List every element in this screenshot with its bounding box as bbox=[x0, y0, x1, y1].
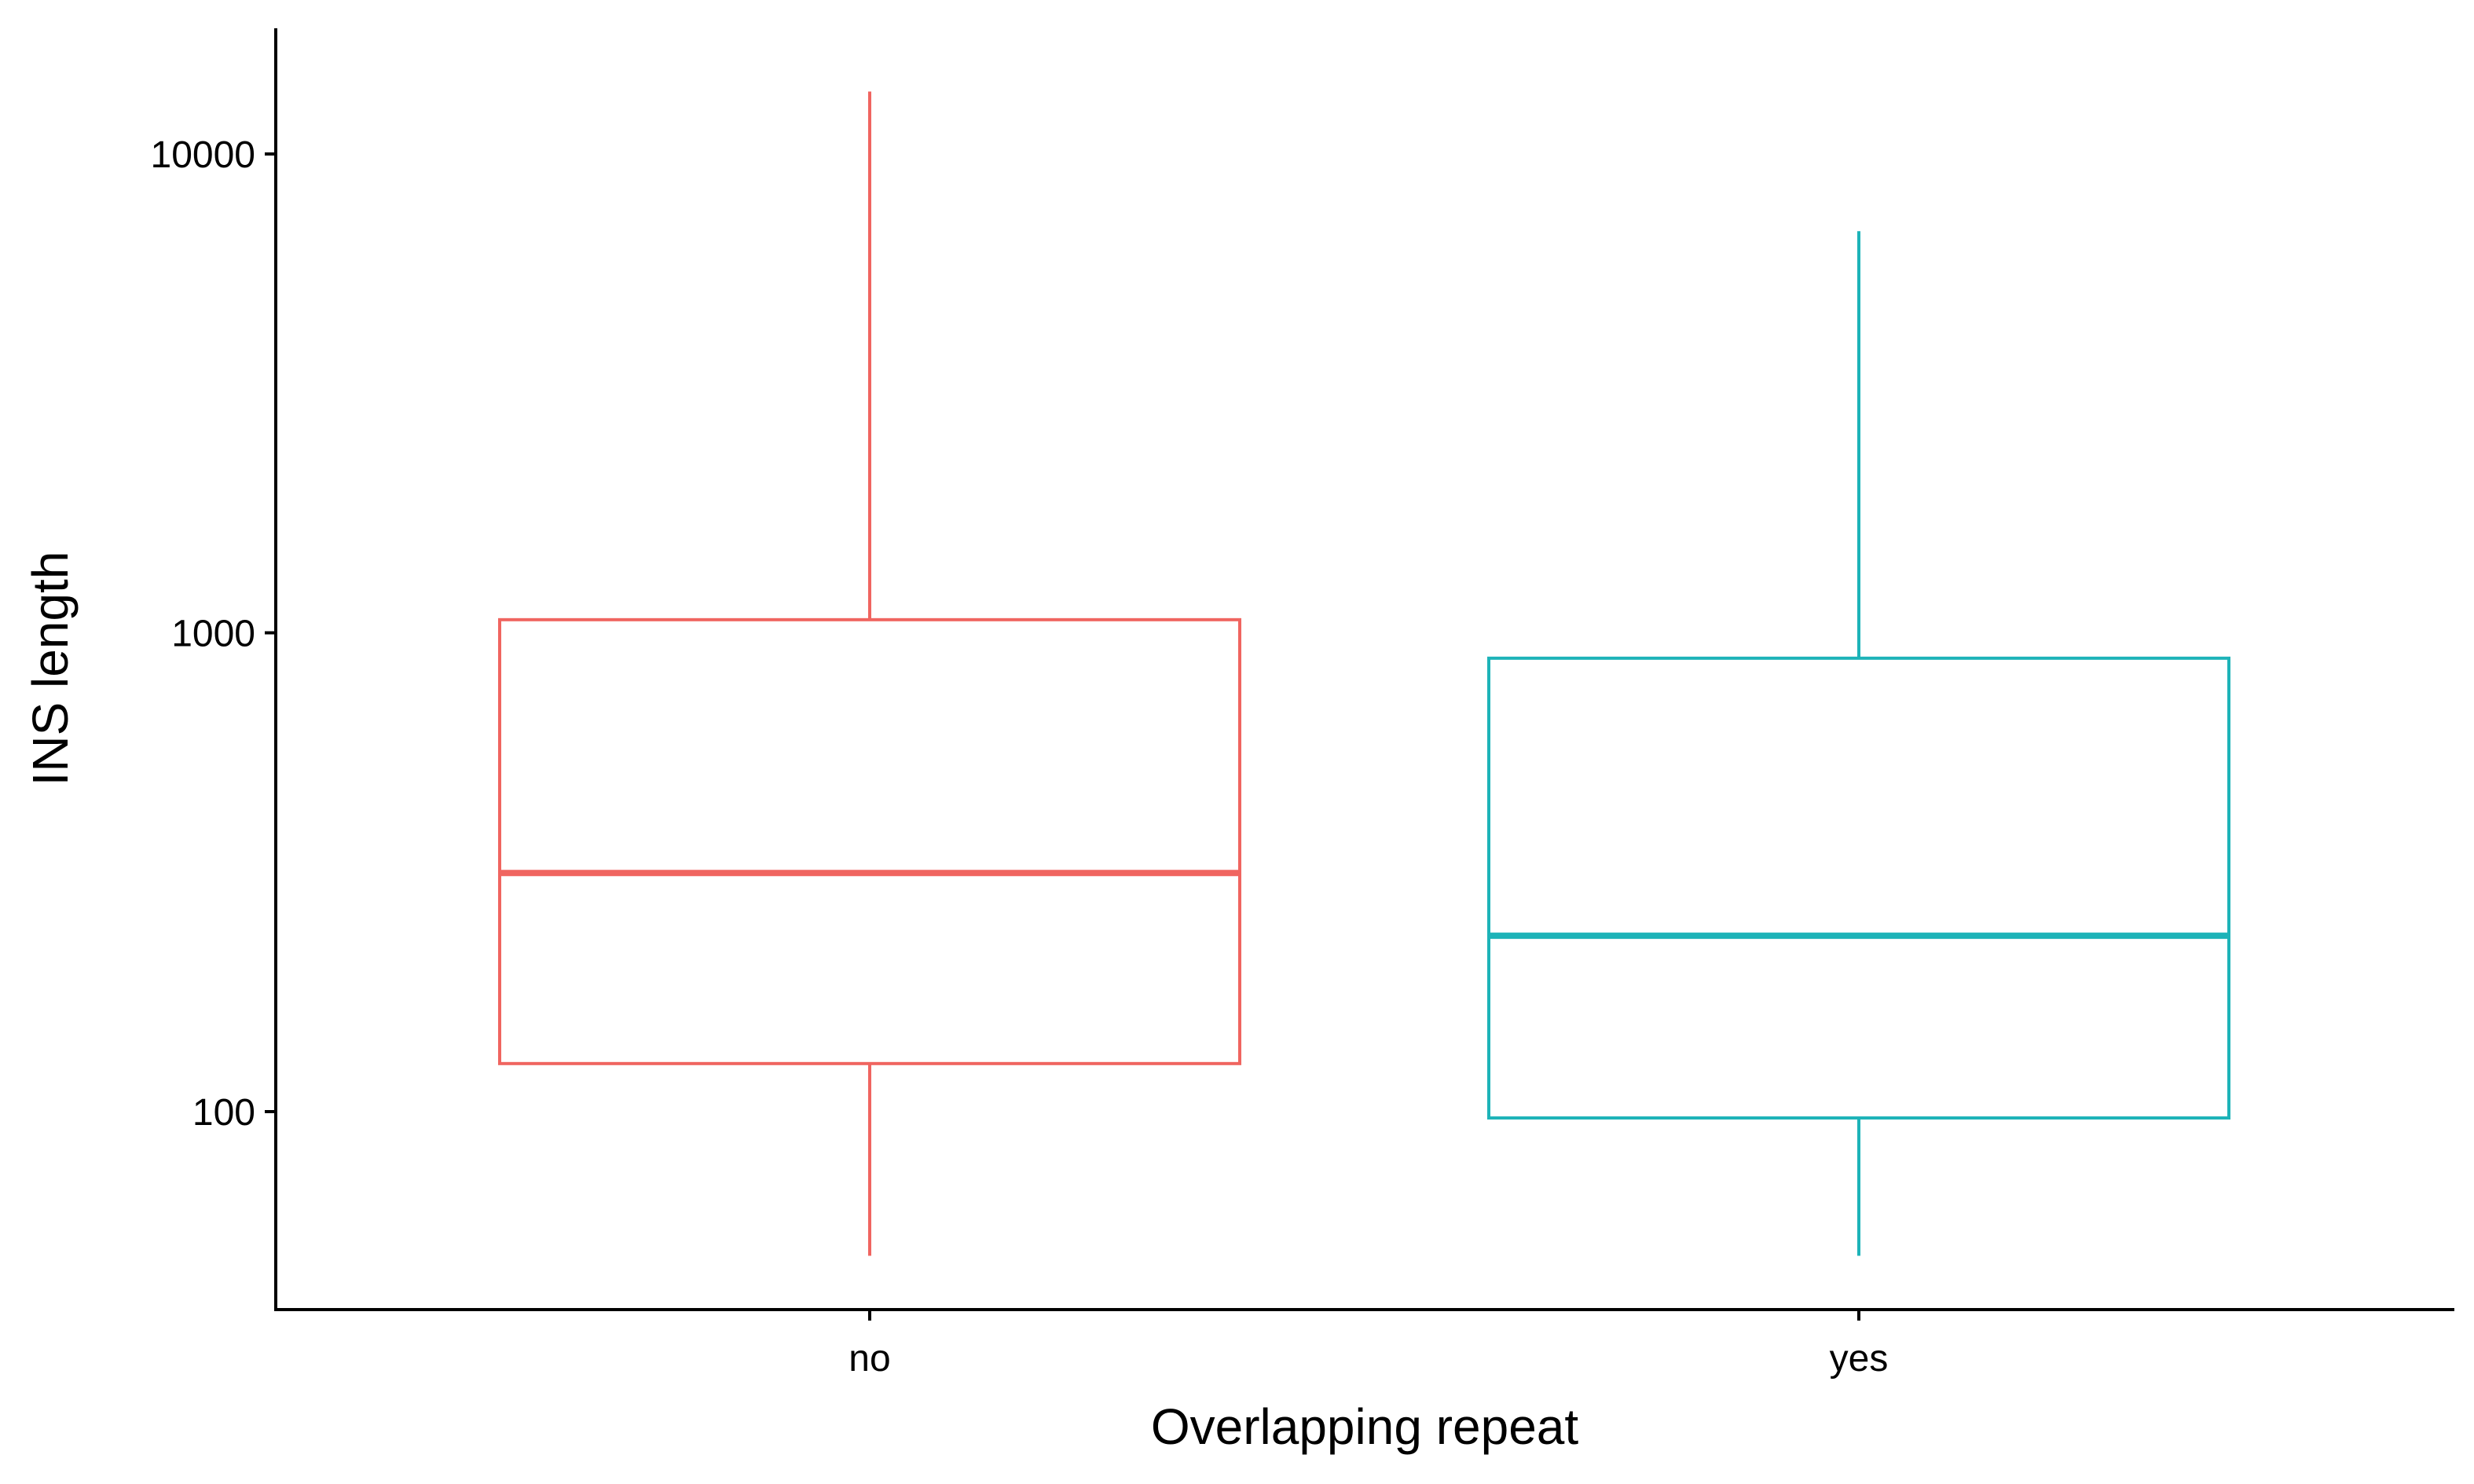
x-tick-label: no bbox=[848, 1338, 890, 1380]
y-axis-title: INS length bbox=[22, 551, 79, 786]
box-group-yes bbox=[1487, 231, 2230, 1256]
boxes-layer bbox=[498, 91, 2230, 1256]
x-tick-label: yes bbox=[1830, 1338, 1889, 1380]
y-tick-label: 1000 bbox=[171, 614, 255, 655]
y-tick-label: 10000 bbox=[151, 134, 255, 176]
box-group-no bbox=[498, 91, 1241, 1256]
y-tick-label: 100 bbox=[192, 1092, 255, 1134]
box-iqr bbox=[1487, 656, 2230, 1120]
ticks-layer: 100 1000 10000 no yes bbox=[151, 134, 1889, 1380]
box-iqr bbox=[498, 617, 1241, 1065]
axes-layer bbox=[274, 28, 2454, 1311]
x-axis-title: Overlapping repeat bbox=[1151, 1398, 1579, 1455]
